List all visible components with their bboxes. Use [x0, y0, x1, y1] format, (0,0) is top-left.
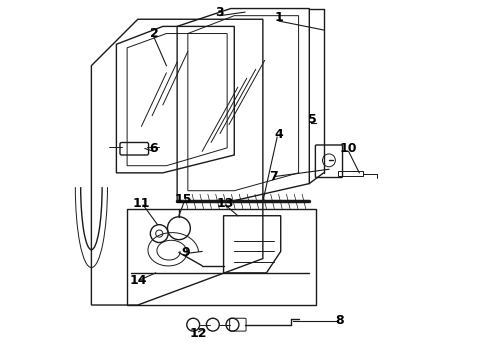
Text: 11: 11 [133, 197, 150, 210]
Text: 9: 9 [182, 246, 191, 258]
Text: 8: 8 [335, 314, 344, 327]
Text: 14: 14 [129, 274, 147, 287]
Text: 13: 13 [217, 197, 234, 210]
Text: 7: 7 [269, 170, 278, 183]
Text: 4: 4 [274, 128, 283, 141]
Text: 5: 5 [309, 113, 317, 126]
Text: 10: 10 [340, 142, 357, 155]
Text: 15: 15 [175, 193, 192, 206]
Text: 1: 1 [274, 11, 283, 24]
Text: 6: 6 [149, 142, 158, 155]
Text: 2: 2 [149, 27, 158, 40]
Text: 3: 3 [216, 6, 224, 19]
Text: 12: 12 [190, 327, 207, 340]
